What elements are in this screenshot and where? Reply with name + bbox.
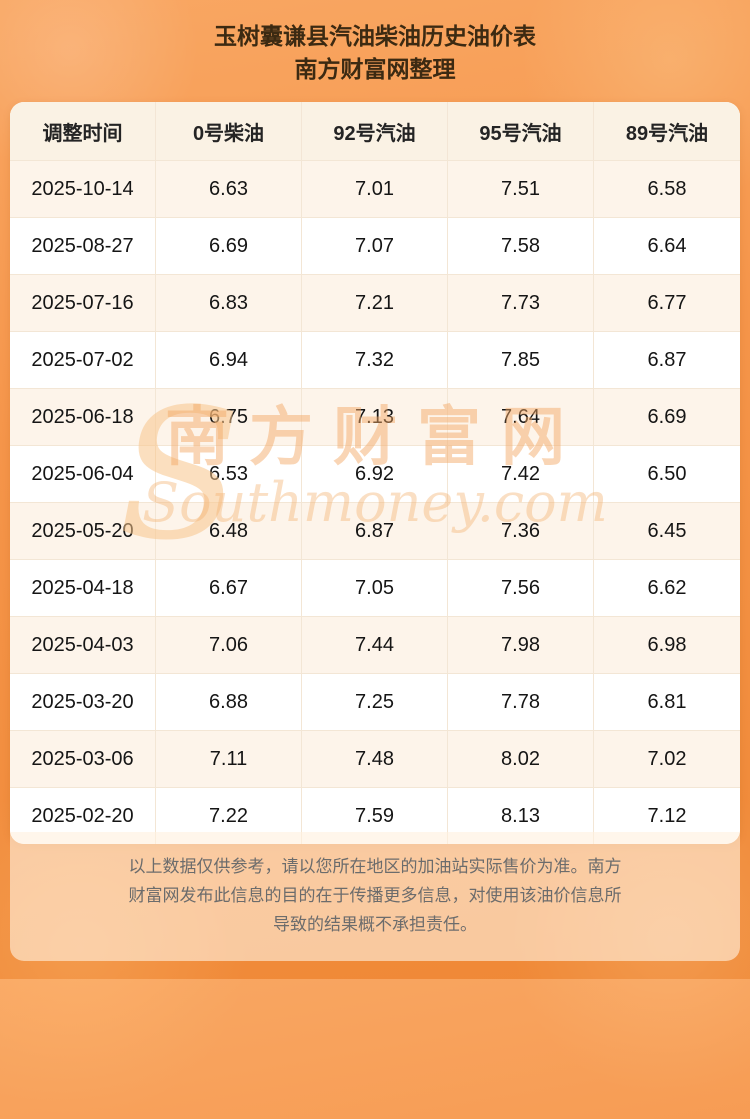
cell-price-gas92: 7.48 xyxy=(302,731,448,787)
table-row: 2025-06-18 6.75 7.13 7.64 6.69 xyxy=(10,388,740,445)
cell-price-diesel0: 7.11 xyxy=(156,731,302,787)
table-row: 2025-10-14 6.63 7.01 7.51 6.58 xyxy=(10,160,740,217)
header-cell-gas89: 89号汽油 xyxy=(625,122,709,145)
cell-price-gas89: 6.64 xyxy=(647,234,687,257)
cell-price-gas92: 7.32 xyxy=(302,332,448,388)
cell-date: 2025-08-27 xyxy=(10,218,156,274)
cell-price-gas95: 7.56 xyxy=(448,560,594,616)
cell-price-gas89: 6.77 xyxy=(647,291,687,314)
cell-price-diesel0: 6.83 xyxy=(156,275,302,331)
cell-price-diesel0: 6.67 xyxy=(156,560,302,616)
cell-price-gas92: 7.59 xyxy=(302,788,448,844)
cell-price-gas92: 7.07 xyxy=(302,218,448,274)
cell-price-gas89: 6.50 xyxy=(647,462,687,485)
cell-price-diesel0: 6.69 xyxy=(156,218,302,274)
cell-price-gas95: 7.51 xyxy=(448,161,594,217)
cell-price-gas92: 7.25 xyxy=(302,674,448,730)
table-row: 2025-07-16 6.83 7.21 7.73 6.77 xyxy=(10,274,740,331)
header-cell-date: 调整时间 xyxy=(10,102,156,160)
cell-price-gas95: 8.13 xyxy=(448,788,594,844)
cell-price-gas92: 7.05 xyxy=(302,560,448,616)
table-row: 2025-07-02 6.94 7.32 7.85 6.87 xyxy=(10,331,740,388)
cell-price-gas95: 7.64 xyxy=(448,389,594,445)
cell-price-diesel0: 7.06 xyxy=(156,617,302,673)
cell-price-diesel0: 6.63 xyxy=(156,161,302,217)
cell-date: 2025-03-20 xyxy=(10,674,156,730)
header-cell-gas92: 92号汽油 xyxy=(302,102,448,160)
cell-price-gas95: 7.73 xyxy=(448,275,594,331)
disclaimer-footer: 以上数据仅供参考，请以您所在地区的加油站实际售价为准。南方 财富网发布此信息的目… xyxy=(10,832,740,961)
cell-price-gas89: 6.81 xyxy=(647,690,687,713)
cell-price-gas92: 7.01 xyxy=(302,161,448,217)
page-title-line2: 南方财富网整理 xyxy=(294,56,456,82)
cell-price-gas92: 6.87 xyxy=(302,503,448,559)
cell-price-diesel0: 6.94 xyxy=(156,332,302,388)
cell-price-gas95: 7.58 xyxy=(448,218,594,274)
cell-date: 2025-07-16 xyxy=(10,275,156,331)
footer-text-line: 导致的结果概不承担责任。 xyxy=(273,915,477,934)
price-table-card: 调整时间 0号柴油 92号汽油 95号汽油 89号汽油 2025-10-14 6… xyxy=(10,102,740,844)
table-header-row: 调整时间 0号柴油 92号汽油 95号汽油 89号汽油 xyxy=(10,102,740,160)
footer-text-line: 财富网发布此信息的目的在于传播更多信息，对使用该油价信息所 xyxy=(128,886,622,905)
cell-price-gas89: 6.45 xyxy=(647,519,687,542)
cell-price-gas95: 7.42 xyxy=(448,446,594,502)
cell-price-gas95: 8.02 xyxy=(448,731,594,787)
cell-date: 2025-03-06 xyxy=(10,731,156,787)
cell-price-diesel0: 6.75 xyxy=(156,389,302,445)
table-row: 2025-08-27 6.69 7.07 7.58 6.64 xyxy=(10,217,740,274)
table-row: 2025-06-04 6.53 6.92 7.42 6.50 xyxy=(10,445,740,502)
cell-price-gas95: 7.78 xyxy=(448,674,594,730)
table-row: 2025-05-20 6.48 6.87 7.36 6.45 xyxy=(10,502,740,559)
footer-text-line: 以上数据仅供参考，请以您所在地区的加油站实际售价为准。南方 xyxy=(128,857,622,876)
cell-price-gas92: 7.13 xyxy=(302,389,448,445)
cell-date: 2025-06-18 xyxy=(10,389,156,445)
cell-price-diesel0: 6.53 xyxy=(156,446,302,502)
cell-price-gas95: 7.36 xyxy=(448,503,594,559)
page-title: 玉树囊谦县汽油柴油历史油价表 南方财富网整理 xyxy=(0,0,750,86)
cell-price-diesel0: 6.88 xyxy=(156,674,302,730)
cell-date: 2025-10-14 xyxy=(10,161,156,217)
cell-price-gas92: 6.92 xyxy=(302,446,448,502)
cell-price-gas89: 6.69 xyxy=(647,405,687,428)
cell-price-gas95: 7.98 xyxy=(448,617,594,673)
cell-date: 2025-06-04 xyxy=(10,446,156,502)
price-table: 调整时间 0号柴油 92号汽油 95号汽油 89号汽油 2025-10-14 6… xyxy=(10,102,740,844)
cell-date: 2025-02-20 xyxy=(10,788,156,844)
cell-price-diesel0: 6.48 xyxy=(156,503,302,559)
table-row: 2025-04-03 7.06 7.44 7.98 6.98 xyxy=(10,616,740,673)
cell-price-gas89: 6.87 xyxy=(647,348,687,371)
cell-date: 2025-05-20 xyxy=(10,503,156,559)
cell-date: 2025-04-03 xyxy=(10,617,156,673)
cell-price-gas89: 6.98 xyxy=(647,633,687,656)
cell-price-gas92: 7.44 xyxy=(302,617,448,673)
table-row: 2025-04-18 6.67 7.05 7.56 6.62 xyxy=(10,559,740,616)
cell-price-gas89: 6.62 xyxy=(647,576,687,599)
cell-price-gas89: 6.58 xyxy=(647,177,687,200)
cell-price-gas95: 7.85 xyxy=(448,332,594,388)
cell-date: 2025-04-18 xyxy=(10,560,156,616)
cell-price-gas92: 7.21 xyxy=(302,275,448,331)
page-title-line1: 玉树囊谦县汽油柴油历史油价表 xyxy=(214,23,536,49)
table-row: 2025-03-20 6.88 7.25 7.78 6.81 xyxy=(10,673,740,730)
header-cell-diesel0: 0号柴油 xyxy=(156,102,302,160)
table-row: 2025-03-06 7.11 7.48 8.02 7.02 xyxy=(10,730,740,787)
cell-date: 2025-07-02 xyxy=(10,332,156,388)
cell-price-gas89: 7.02 xyxy=(647,747,687,770)
cell-price-gas89: 7.12 xyxy=(647,804,687,827)
header-cell-gas95: 95号汽油 xyxy=(448,102,594,160)
cell-price-diesel0: 7.22 xyxy=(156,788,302,844)
